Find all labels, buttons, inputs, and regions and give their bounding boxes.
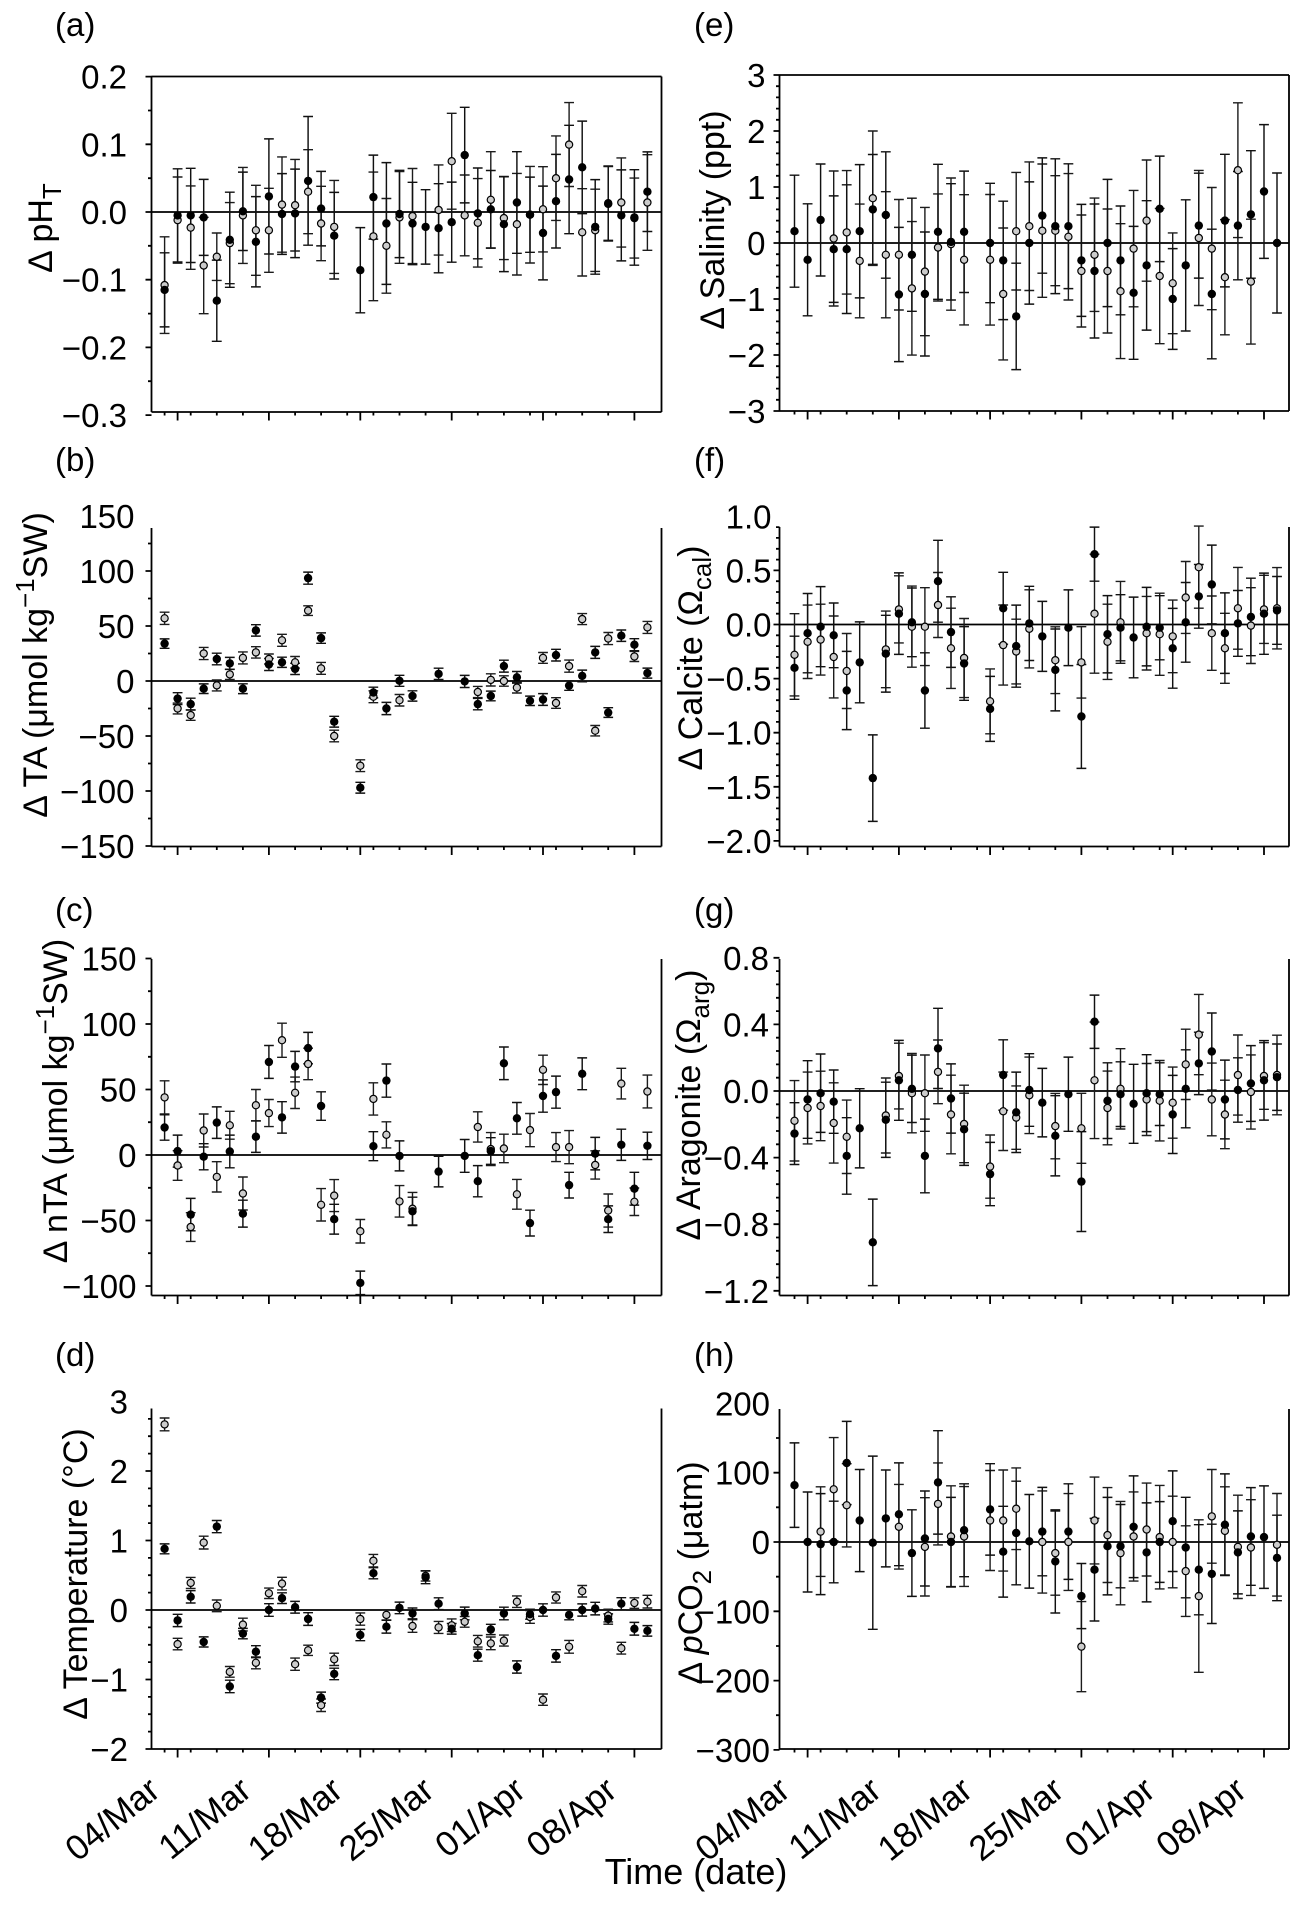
- svg-text:3: 3: [747, 57, 765, 94]
- svg-text:(h): (h): [694, 1336, 734, 1373]
- svg-text:−1.2: −1.2: [704, 1273, 769, 1310]
- svg-text:−0.5: −0.5: [706, 661, 771, 698]
- svg-text:−3: −3: [728, 393, 766, 430]
- svg-text:100: 100: [715, 1455, 770, 1492]
- svg-text:Δ pHT: Δ pHT: [22, 183, 67, 273]
- svg-text:1: 1: [110, 1523, 128, 1560]
- svg-text:−1: −1: [90, 1662, 128, 1699]
- svg-text:−1: −1: [728, 281, 766, 318]
- svg-text:−0.1: −0.1: [62, 262, 127, 299]
- svg-text:0.0: 0.0: [723, 1073, 769, 1110]
- svg-text:(g): (g): [694, 891, 734, 928]
- svg-text:−100: −100: [60, 773, 134, 810]
- svg-text:0: 0: [110, 1592, 128, 1629]
- svg-text:1: 1: [747, 169, 765, 206]
- svg-text:0.2: 0.2: [81, 59, 127, 96]
- svg-text:−0.2: −0.2: [62, 329, 127, 366]
- svg-text:0.1: 0.1: [81, 126, 127, 163]
- svg-text:(a): (a): [55, 6, 95, 43]
- svg-text:−2: −2: [90, 1731, 128, 1768]
- svg-text:−1.5: −1.5: [706, 769, 771, 806]
- svg-text:−2.0: −2.0: [706, 823, 771, 860]
- svg-text:0: 0: [118, 1137, 136, 1174]
- svg-text:−0.4: −0.4: [704, 1140, 769, 1177]
- svg-text:0.5: 0.5: [726, 552, 772, 589]
- svg-text:100: 100: [79, 553, 134, 590]
- svg-text:0.0: 0.0: [726, 607, 772, 644]
- svg-text:Δ TA (μmol kg−1SW): Δ TA (μmol kg−1SW): [10, 512, 55, 818]
- svg-text:Δ Temperature (°C): Δ Temperature (°C): [57, 1428, 95, 1719]
- svg-text:2: 2: [110, 1453, 128, 1490]
- svg-text:200: 200: [715, 1385, 770, 1422]
- svg-text:0.8: 0.8: [723, 940, 769, 977]
- svg-text:100: 100: [81, 1006, 136, 1043]
- svg-text:−1.0: −1.0: [706, 715, 771, 752]
- svg-text:−100: −100: [696, 1593, 770, 1630]
- svg-text:−50: −50: [79, 718, 135, 755]
- svg-text:(c): (c): [55, 891, 93, 928]
- svg-text:3: 3: [110, 1384, 128, 1421]
- svg-text:−50: −50: [81, 1203, 137, 1240]
- svg-text:0: 0: [747, 225, 765, 262]
- svg-text:50: 50: [100, 1072, 137, 1109]
- svg-text:−300: −300: [696, 1732, 770, 1769]
- svg-text:150: 150: [81, 941, 136, 978]
- svg-text:−2: −2: [728, 337, 766, 374]
- svg-text:Δ nTA (μmol kg−1SW): Δ nTA (μmol kg−1SW): [30, 939, 75, 1264]
- svg-text:0.0: 0.0: [81, 194, 127, 231]
- svg-text:Δ Aragonite (Ωarg): Δ Aragonite (Ωarg): [670, 970, 715, 1241]
- svg-text:2: 2: [747, 113, 765, 150]
- svg-text:−100: −100: [62, 1268, 136, 1305]
- svg-text:−150: −150: [60, 828, 134, 865]
- svg-text:−200: −200: [696, 1663, 770, 1700]
- svg-text:(b): (b): [55, 441, 95, 478]
- svg-text:(f): (f): [694, 441, 725, 478]
- svg-text:0: 0: [116, 663, 134, 700]
- svg-text:1.0: 1.0: [726, 498, 772, 535]
- svg-text:150: 150: [79, 498, 134, 535]
- svg-text:−0.3: −0.3: [62, 397, 127, 434]
- svg-text:Time (date): Time (date): [605, 1851, 788, 1892]
- svg-text:0.4: 0.4: [723, 1006, 769, 1043]
- svg-text:(d): (d): [55, 1336, 95, 1373]
- svg-text:0: 0: [752, 1524, 770, 1561]
- svg-text:−0.8: −0.8: [704, 1206, 769, 1243]
- svg-text:(e): (e): [694, 6, 734, 43]
- svg-text:Δ Salinity (ppt): Δ Salinity (ppt): [694, 110, 732, 329]
- svg-text:50: 50: [98, 608, 135, 645]
- svg-text:Δ Calcite (Ωcal): Δ Calcite (Ωcal): [672, 546, 717, 771]
